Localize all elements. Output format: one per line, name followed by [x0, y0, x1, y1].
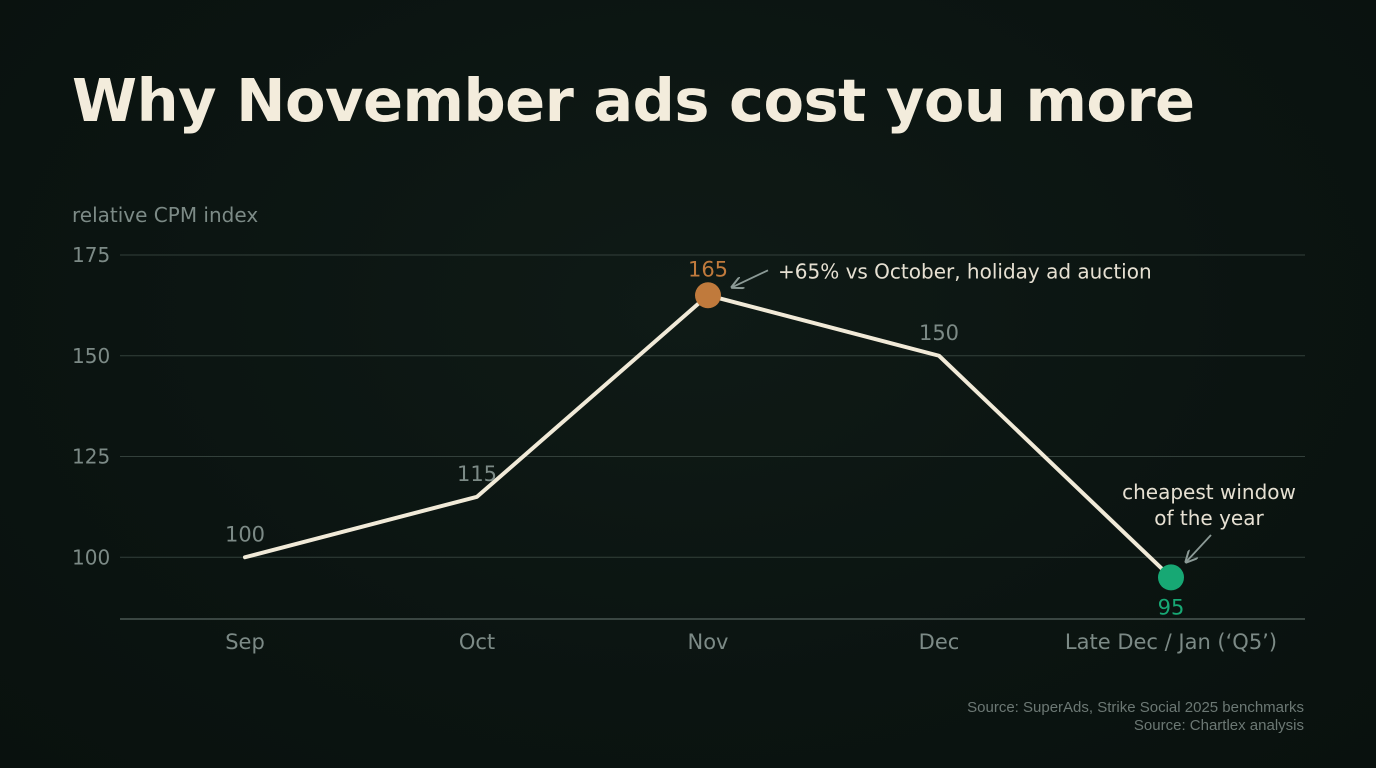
data-label: 165	[688, 257, 728, 281]
annotation-peak: +65% vs October, holiday ad auction	[778, 259, 1152, 283]
data-label: 95	[1158, 595, 1185, 619]
y-tick-label: 125	[72, 445, 110, 469]
y-tick-label: 175	[72, 243, 110, 267]
x-tick-label: Late Dec / Jan (‘Q5’)	[1065, 630, 1277, 654]
source-note-2: Source: Chartlex analysis	[1133, 717, 1304, 734]
y-tick-label: 150	[72, 344, 110, 368]
x-tick-label: Nov	[688, 630, 729, 654]
x-tick-label: Sep	[225, 630, 265, 654]
annotation-low-line1: cheapest window	[1122, 480, 1296, 504]
chart-title: Why November ads cost you more	[72, 66, 1195, 135]
y-tick-label: 100	[72, 545, 110, 569]
annotation-arrow	[1186, 534, 1212, 562]
source-note-1: Source: SuperAds, Strike Social 2025 ben…	[967, 699, 1304, 716]
highlight-point	[695, 282, 721, 309]
y-axis-label: relative CPM index	[72, 203, 259, 227]
x-tick-label: Oct	[459, 630, 495, 654]
annotation-low-line2: of the year	[1154, 506, 1264, 530]
data-label: 100	[225, 522, 265, 546]
highlight-point	[1158, 564, 1184, 591]
data-label: 150	[919, 321, 959, 345]
x-tick-label: Dec	[919, 630, 960, 654]
series-line	[243, 293, 1173, 580]
data-label: 115	[457, 462, 497, 486]
annotation-arrow	[732, 269, 769, 287]
